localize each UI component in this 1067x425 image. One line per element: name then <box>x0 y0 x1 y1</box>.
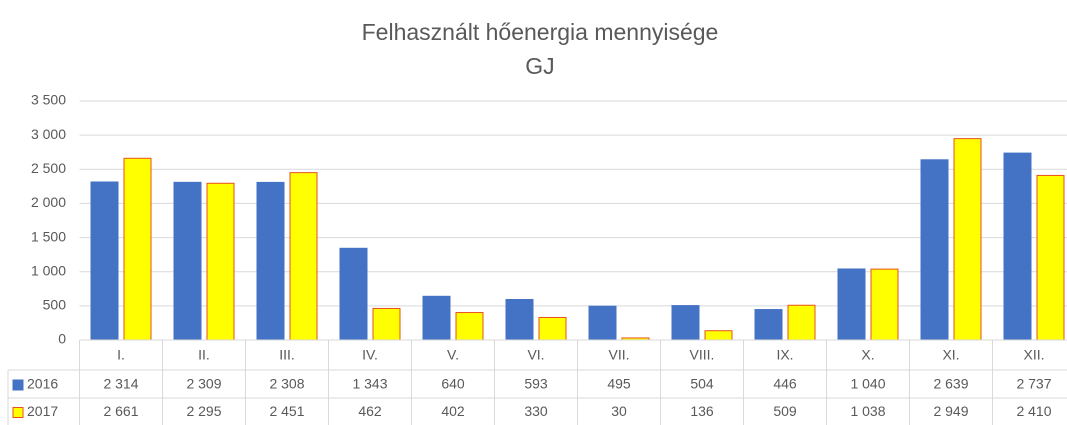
table-value: 2 451 <box>269 403 304 419</box>
x-tick-label: I. <box>117 347 125 363</box>
x-tick-label: VII. <box>608 347 629 363</box>
table-value: 2 639 <box>933 376 968 392</box>
y-tick-label: 3 000 <box>31 126 66 142</box>
x-tick-label: III. <box>279 347 295 363</box>
table-value: 1 040 <box>850 376 885 392</box>
y-tick-label: 1 500 <box>31 228 66 244</box>
bar <box>671 305 700 341</box>
bar <box>588 305 617 341</box>
bar <box>1036 174 1065 341</box>
x-tick-label: IV. <box>362 347 378 363</box>
table-value: 462 <box>358 403 382 419</box>
table-value: 1 038 <box>850 403 885 419</box>
bar <box>123 157 152 341</box>
y-tick-label: 2 500 <box>31 160 66 176</box>
bar <box>870 268 899 341</box>
table-value: 2 737 <box>1016 376 1051 392</box>
bar <box>206 182 235 341</box>
bar <box>538 316 567 341</box>
bar <box>1003 152 1032 341</box>
bar <box>372 307 401 341</box>
table-value: 2 308 <box>269 376 304 392</box>
y-tick-label: 2 000 <box>31 194 66 210</box>
x-tick-label: II. <box>198 347 210 363</box>
bar <box>837 268 866 341</box>
bar <box>505 299 534 341</box>
x-tick-label: IX. <box>776 347 793 363</box>
table-value: 446 <box>773 376 797 392</box>
table-value: 1 343 <box>352 376 387 392</box>
table-value: 2 309 <box>186 376 221 392</box>
table-value: 2 661 <box>103 403 138 419</box>
x-tick-label: XI. <box>942 347 959 363</box>
table-value: 2 949 <box>933 403 968 419</box>
table-value: 330 <box>524 403 548 419</box>
y-tick-label: 3 500 <box>31 92 66 108</box>
x-tick-label: V. <box>447 347 459 363</box>
x-tick-label: VIII. <box>690 347 715 363</box>
bar <box>920 159 949 341</box>
x-tick-label: XII. <box>1023 347 1044 363</box>
table-value: 2 314 <box>103 376 138 392</box>
x-tick-label: X. <box>861 347 874 363</box>
bar <box>953 138 982 341</box>
table-value: 2 410 <box>1016 403 1051 419</box>
table-value: 136 <box>690 403 714 419</box>
legend-key <box>12 379 24 391</box>
chart-subtitle: GJ <box>525 53 554 79</box>
legend-label: 2017 <box>27 403 58 419</box>
table-value: 504 <box>690 376 714 392</box>
bar <box>704 330 733 341</box>
bar <box>455 312 484 341</box>
bar <box>256 181 285 341</box>
table-value: 640 <box>441 376 465 392</box>
bar <box>173 181 202 341</box>
bar <box>754 309 783 341</box>
bar <box>787 304 816 341</box>
y-tick-label: 0 <box>58 331 66 347</box>
bar <box>90 181 119 341</box>
bar <box>339 247 368 341</box>
table-value: 495 <box>607 376 631 392</box>
table-value: 30 <box>611 403 627 419</box>
table-value: 593 <box>524 376 548 392</box>
legend-label: 2016 <box>27 376 58 392</box>
legend-key <box>12 407 24 418</box>
table-value: 402 <box>441 403 465 419</box>
table-value: 509 <box>773 403 797 419</box>
y-tick-label: 500 <box>43 297 67 313</box>
y-tick-label: 1 000 <box>31 262 66 278</box>
x-tick-label: VI. <box>527 347 544 363</box>
bar <box>422 295 451 341</box>
chart-title: Felhasznált hőenergia mennyisége <box>362 19 719 45</box>
table-value: 2 295 <box>186 403 221 419</box>
bar <box>289 172 318 341</box>
